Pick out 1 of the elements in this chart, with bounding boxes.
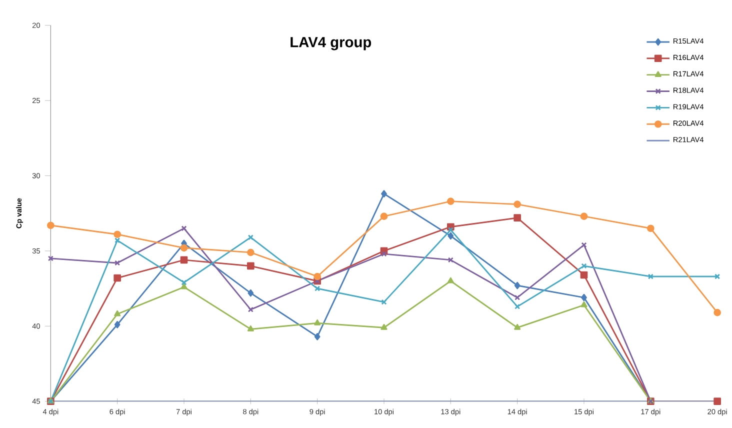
- text: LAV4 group: [290, 37, 372, 50]
